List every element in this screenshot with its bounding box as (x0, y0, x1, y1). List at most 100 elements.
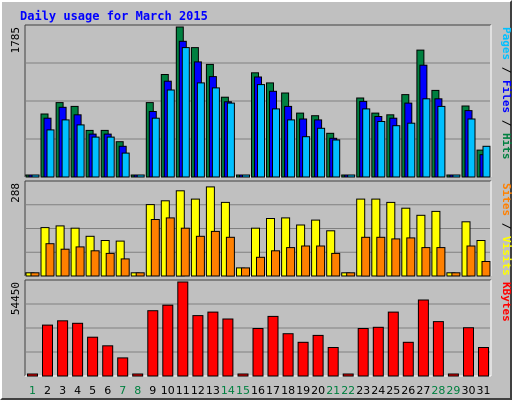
bar-sites-day-21 (331, 252, 341, 277)
bar-sites-day-9 (150, 219, 160, 277)
bar-pages-day-8 (136, 174, 145, 178)
day-label-11: 11 (176, 384, 190, 397)
bar-sites-day-24 (376, 236, 386, 277)
day-label-14: 14 (221, 384, 235, 397)
bar-kbytes-day-28 (432, 321, 444, 377)
day-label-4: 4 (74, 384, 81, 397)
bar-kbytes-day-10 (162, 304, 174, 377)
bar-pages-day-31 (482, 145, 491, 178)
bar-sites-day-8 (135, 272, 145, 277)
bar-sites-day-28 (436, 247, 446, 277)
bar-kbytes-day-31 (478, 347, 489, 377)
bar-kbytes-day-21 (327, 347, 339, 377)
bar-kbytes-day-2 (42, 324, 53, 377)
bar-sites-day-26 (406, 237, 416, 277)
bar-kbytes-day-4 (72, 322, 84, 377)
bar-sites-day-23 (361, 236, 371, 277)
day-label-9: 9 (149, 384, 156, 397)
bar-pages-day-20 (317, 127, 326, 178)
bar-kbytes-day-25 (387, 311, 399, 377)
bar-kbytes-day-18 (282, 333, 294, 377)
day-label-18: 18 (281, 384, 295, 397)
day-label-19: 19 (296, 384, 310, 397)
scale-max-label-hits: 1785 (9, 27, 22, 54)
scale-max-label-kbytes: 54450 (9, 282, 22, 315)
bar-pages-day-9 (151, 117, 160, 178)
bar-pages-day-29 (452, 174, 461, 178)
day-label-23: 23 (356, 384, 370, 397)
panel-hits: 1785 Pages / Files / Hits (9, 24, 512, 178)
bar-kbytes-day-12 (192, 315, 204, 377)
bar-sites-day-3 (60, 248, 70, 277)
day-label-12: 12 (191, 384, 205, 397)
bar-pages-day-11 (181, 47, 190, 178)
chart-title: Daily usage for March 2015 (20, 9, 208, 23)
bar-pages-day-27 (422, 98, 431, 178)
bar-pages-day-16 (257, 84, 265, 178)
legend-kbytes: KBytes (500, 282, 512, 322)
bar-sites-day-19 (301, 245, 311, 277)
bar-kbytes-day-1 (27, 373, 38, 377)
day-axis-labels: 1 2 3 4 5 6 7 8 9 10 11 12 13 14 15 16 17 18 19 20 21 22 23 24 2… (29, 384, 491, 397)
bar-kbytes-day-29 (447, 373, 459, 377)
day-label-2: 2 (44, 384, 51, 397)
bar-pages-day-23 (362, 108, 371, 178)
day-label-29: 29 (446, 384, 460, 397)
bar-visits-day-31 (476, 240, 486, 277)
bar-sites-day-10 (165, 217, 175, 277)
day-label-3: 3 (59, 384, 66, 397)
bar-sites-day-2 (45, 243, 55, 277)
scale-max-label-visits: 288 (9, 183, 22, 203)
day-label-20: 20 (311, 384, 325, 397)
legend-entry: / (500, 113, 512, 133)
day-label-1: 1 (29, 384, 36, 397)
bar-pages-day-18 (287, 119, 296, 178)
day-label-10: 10 (161, 384, 175, 397)
bar-pages-day-12 (196, 82, 205, 178)
bar-kbytes-day-15 (237, 373, 249, 377)
legend-entry: Sites (500, 183, 512, 216)
bar-pages-day-6 (106, 136, 115, 178)
bar-sites-day-6 (105, 252, 115, 277)
bar-pages-day-1 (31, 174, 40, 178)
bar-kbytes-day-9 (147, 310, 159, 377)
legend-entry: Hits (500, 133, 512, 160)
bar-sites-day-5 (90, 250, 100, 277)
bar-sites-day-27 (421, 247, 431, 277)
bar-sites-day-31 (481, 261, 491, 277)
bar-visits-day-27 (416, 214, 426, 277)
bar-kbytes-day-27 (417, 299, 429, 377)
bar-kbytes-day-8 (132, 373, 144, 377)
legend-entry: / (500, 60, 512, 80)
bar-kbytes-day-11 (177, 281, 189, 377)
bar-pages-day-22 (347, 174, 356, 178)
panel-visits: 288 Sites / Visits (9, 180, 512, 277)
bar-kbytes-day-7 (117, 357, 129, 377)
bar-sites-day-29 (451, 272, 461, 277)
bar-sites-day-4 (75, 246, 85, 277)
bar-visits-day-28 (431, 210, 441, 277)
bar-kbytes-day-22 (342, 373, 354, 377)
day-label-22: 22 (341, 384, 355, 397)
legend-entry: Visits (500, 236, 512, 276)
day-label-17: 17 (266, 384, 280, 397)
bar-pages-day-17 (272, 108, 280, 178)
bar-sites-day-13 (210, 230, 220, 277)
day-label-16: 16 (251, 384, 265, 397)
bar-pages-day-30 (467, 118, 476, 178)
day-label-24: 24 (371, 384, 385, 397)
bar-sites-day-11 (180, 227, 190, 277)
bar-pages-day-15 (242, 174, 250, 178)
bar-kbytes-day-30 (463, 327, 474, 377)
legend-hits: Pages / Files / Hits (500, 27, 512, 160)
day-label-25: 25 (386, 384, 400, 397)
bar-sites-day-25 (391, 238, 401, 277)
bar-visits-day-18 (281, 217, 291, 277)
legend-entry: Files (500, 80, 512, 113)
day-label-13: 13 (206, 384, 220, 397)
chart-panels: 1785 Pages / Files / Hits 288 Sites / Visit… (9, 24, 512, 377)
bar-kbytes-day-13 (207, 311, 219, 377)
day-label-30: 30 (462, 384, 476, 397)
day-label-15: 15 (236, 384, 250, 397)
bar-sites-day-14 (225, 236, 235, 277)
